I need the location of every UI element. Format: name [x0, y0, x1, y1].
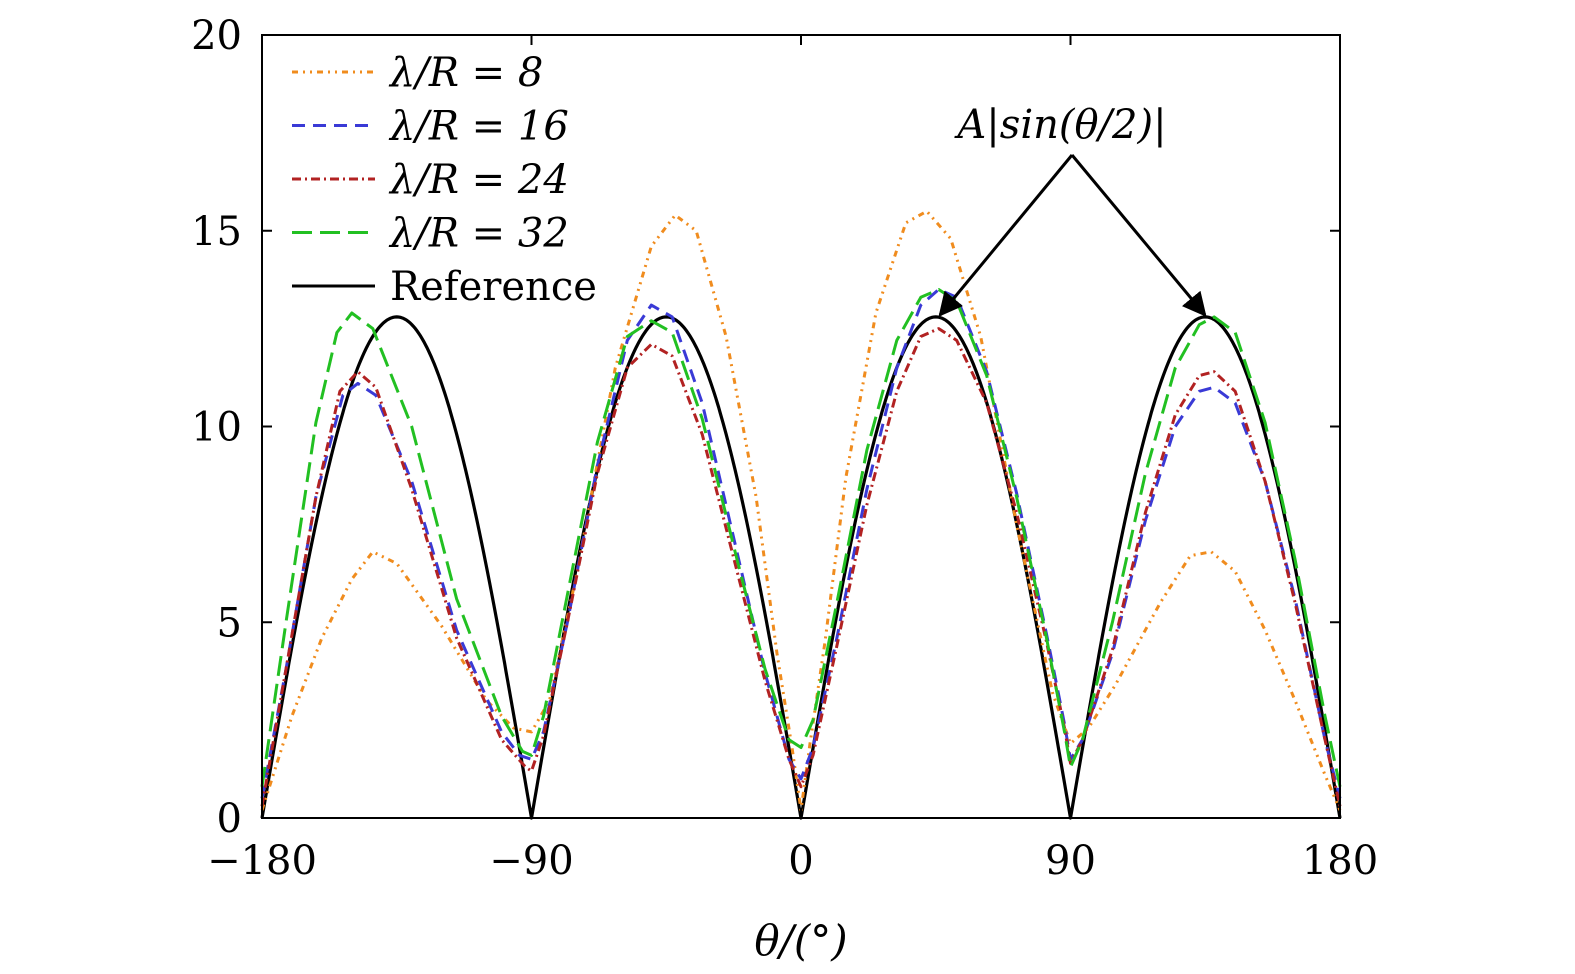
legend-label-4: Reference	[390, 264, 597, 310]
y-tick-label: 20	[191, 13, 242, 59]
annotation-label: A|sin(θ/2)|	[953, 102, 1166, 148]
annotation: A|sin(θ/2)|	[938, 102, 1207, 317]
annotation-arrow-left	[938, 154, 1074, 317]
series-line-3	[260, 288, 1342, 788]
series-line-0	[260, 209, 1342, 812]
legend-label-3: λ/R = 32	[388, 211, 569, 257]
legend: λ/R = 8 λ/R = 16 λ/R = 24 λ/R = 32 Reference	[292, 50, 597, 310]
x-axis-title: θ/(°)	[754, 916, 847, 965]
legend-label-2: λ/R = 24	[388, 157, 569, 203]
x-tick-label: 180	[1302, 838, 1378, 884]
plot-frame	[261, 34, 1341, 819]
legend-label-1: λ/R = 16	[388, 104, 569, 150]
y-tick-label: 0	[217, 796, 242, 842]
x-tick-label: −180	[207, 838, 317, 884]
y-tick-label: 15	[191, 209, 242, 255]
x-tick-label: −90	[489, 838, 573, 884]
legend-label-0: λ/R = 8	[388, 50, 543, 96]
series-line-1	[260, 288, 1342, 799]
axis-ticks: −180 −90 0 90 180 0 5 10 15 20	[191, 13, 1378, 884]
series-line-2	[260, 327, 1342, 807]
x-tick-label: 90	[1045, 838, 1096, 884]
series-line-4	[260, 315, 1342, 820]
annotation-arrow-right	[1070, 154, 1207, 317]
y-tick-label: 10	[191, 405, 242, 451]
y-tick-label: 5	[217, 600, 242, 646]
x-tick-label: 0	[788, 838, 813, 884]
